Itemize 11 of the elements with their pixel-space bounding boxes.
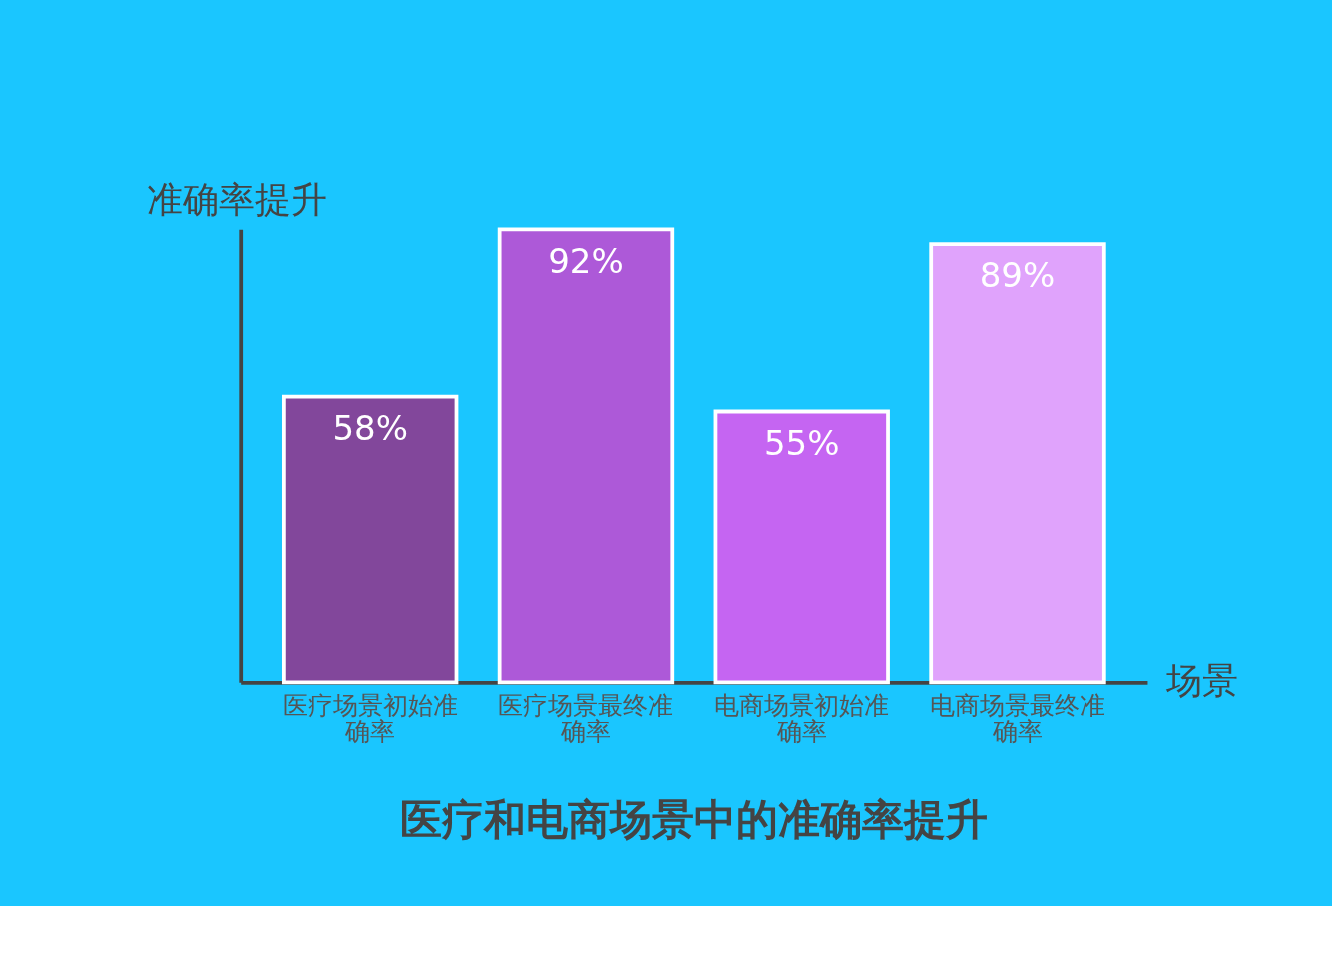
text: 医疗和电商场景中的准确率提升 [399,795,988,845]
data-label: 92% [548,240,624,281]
x-tick-label: 医疗场景最终准确率 [498,691,674,747]
data-label: 55% [763,422,840,463]
data-label: 58% [332,408,408,449]
x-axis-title: 场景 [1165,660,1239,702]
y-axis-title: 准确率提升 [146,178,327,220]
x-tick-label: 电商场景初始准确率 [714,691,890,747]
x-tick-label: 医疗场景初始准确率 [282,691,458,747]
data-label: 89% [979,255,1056,296]
x-tick-label: 电商场景最终准确率 [930,691,1106,747]
